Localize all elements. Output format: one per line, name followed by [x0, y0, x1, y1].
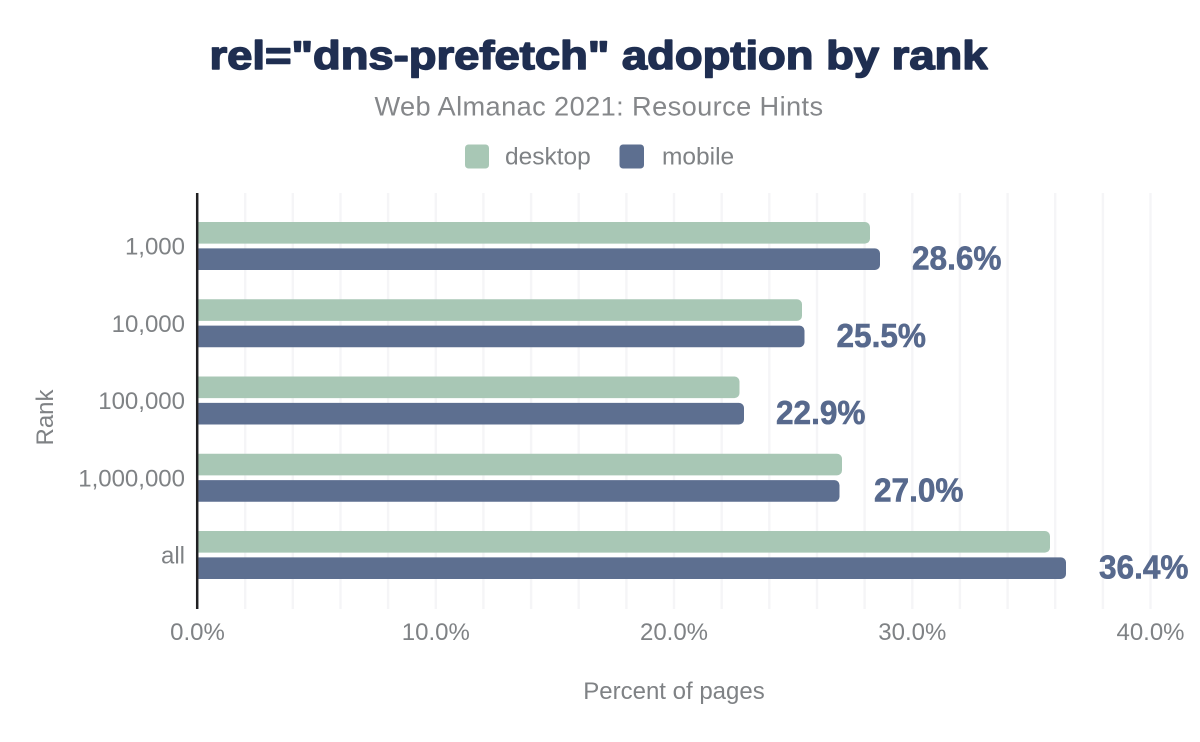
svg-text:27.0%: 27.0% — [874, 471, 964, 508]
svg-text:28.6%: 28.6% — [912, 240, 1002, 277]
svg-text:Percent of pages: Percent of pages — [583, 678, 764, 705]
svg-text:1,000: 1,000 — [125, 234, 185, 261]
svg-text:22.9%: 22.9% — [776, 394, 866, 431]
svg-text:Rank: Rank — [32, 388, 59, 445]
svg-text:0.0%: 0.0% — [170, 619, 225, 646]
svg-text:mobile: mobile — [662, 143, 734, 170]
svg-text:100,000: 100,000 — [98, 388, 185, 415]
svg-text:30.0%: 30.0% — [878, 619, 946, 646]
svg-text:rel="dns-prefetch" adoption by: rel="dns-prefetch" adoption by rank — [209, 33, 987, 78]
svg-text:all: all — [161, 543, 185, 570]
svg-text:10,000: 10,000 — [112, 311, 185, 338]
svg-text:1,000,000: 1,000,000 — [78, 465, 185, 492]
svg-text:20.0%: 20.0% — [640, 619, 708, 646]
svg-text:10.0%: 10.0% — [402, 619, 470, 646]
svg-text:36.4%: 36.4% — [1099, 549, 1189, 586]
svg-text:25.5%: 25.5% — [837, 317, 927, 354]
svg-text:desktop: desktop — [505, 143, 591, 170]
svg-text:Web Almanac 2021: Resource Hin: Web Almanac 2021: Resource Hints — [374, 91, 823, 122]
svg-text:40.0%: 40.0% — [1116, 619, 1184, 646]
